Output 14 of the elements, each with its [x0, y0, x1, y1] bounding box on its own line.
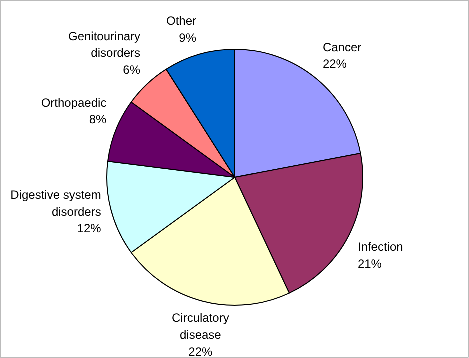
data-label: 6% — [123, 62, 141, 77]
slice-label: Cancer — [322, 40, 362, 54]
slice-label: Infection — [358, 240, 404, 254]
slice-label: Genitourinary disorders — [68, 29, 141, 60]
data-label: 12% — [77, 222, 102, 236]
slice-label: Digestive system disorders — [10, 188, 102, 219]
slice-label: Circulatory disease — [172, 311, 230, 342]
data-label: 21% — [358, 256, 382, 271]
data-label: 8% — [89, 112, 108, 127]
data-label: 22% — [188, 344, 214, 358]
data-label: 9% — [179, 30, 197, 45]
data-label: 22% — [322, 57, 348, 72]
slice-label: Other — [166, 14, 197, 28]
slice-label: Orthopaedic — [41, 96, 107, 110]
